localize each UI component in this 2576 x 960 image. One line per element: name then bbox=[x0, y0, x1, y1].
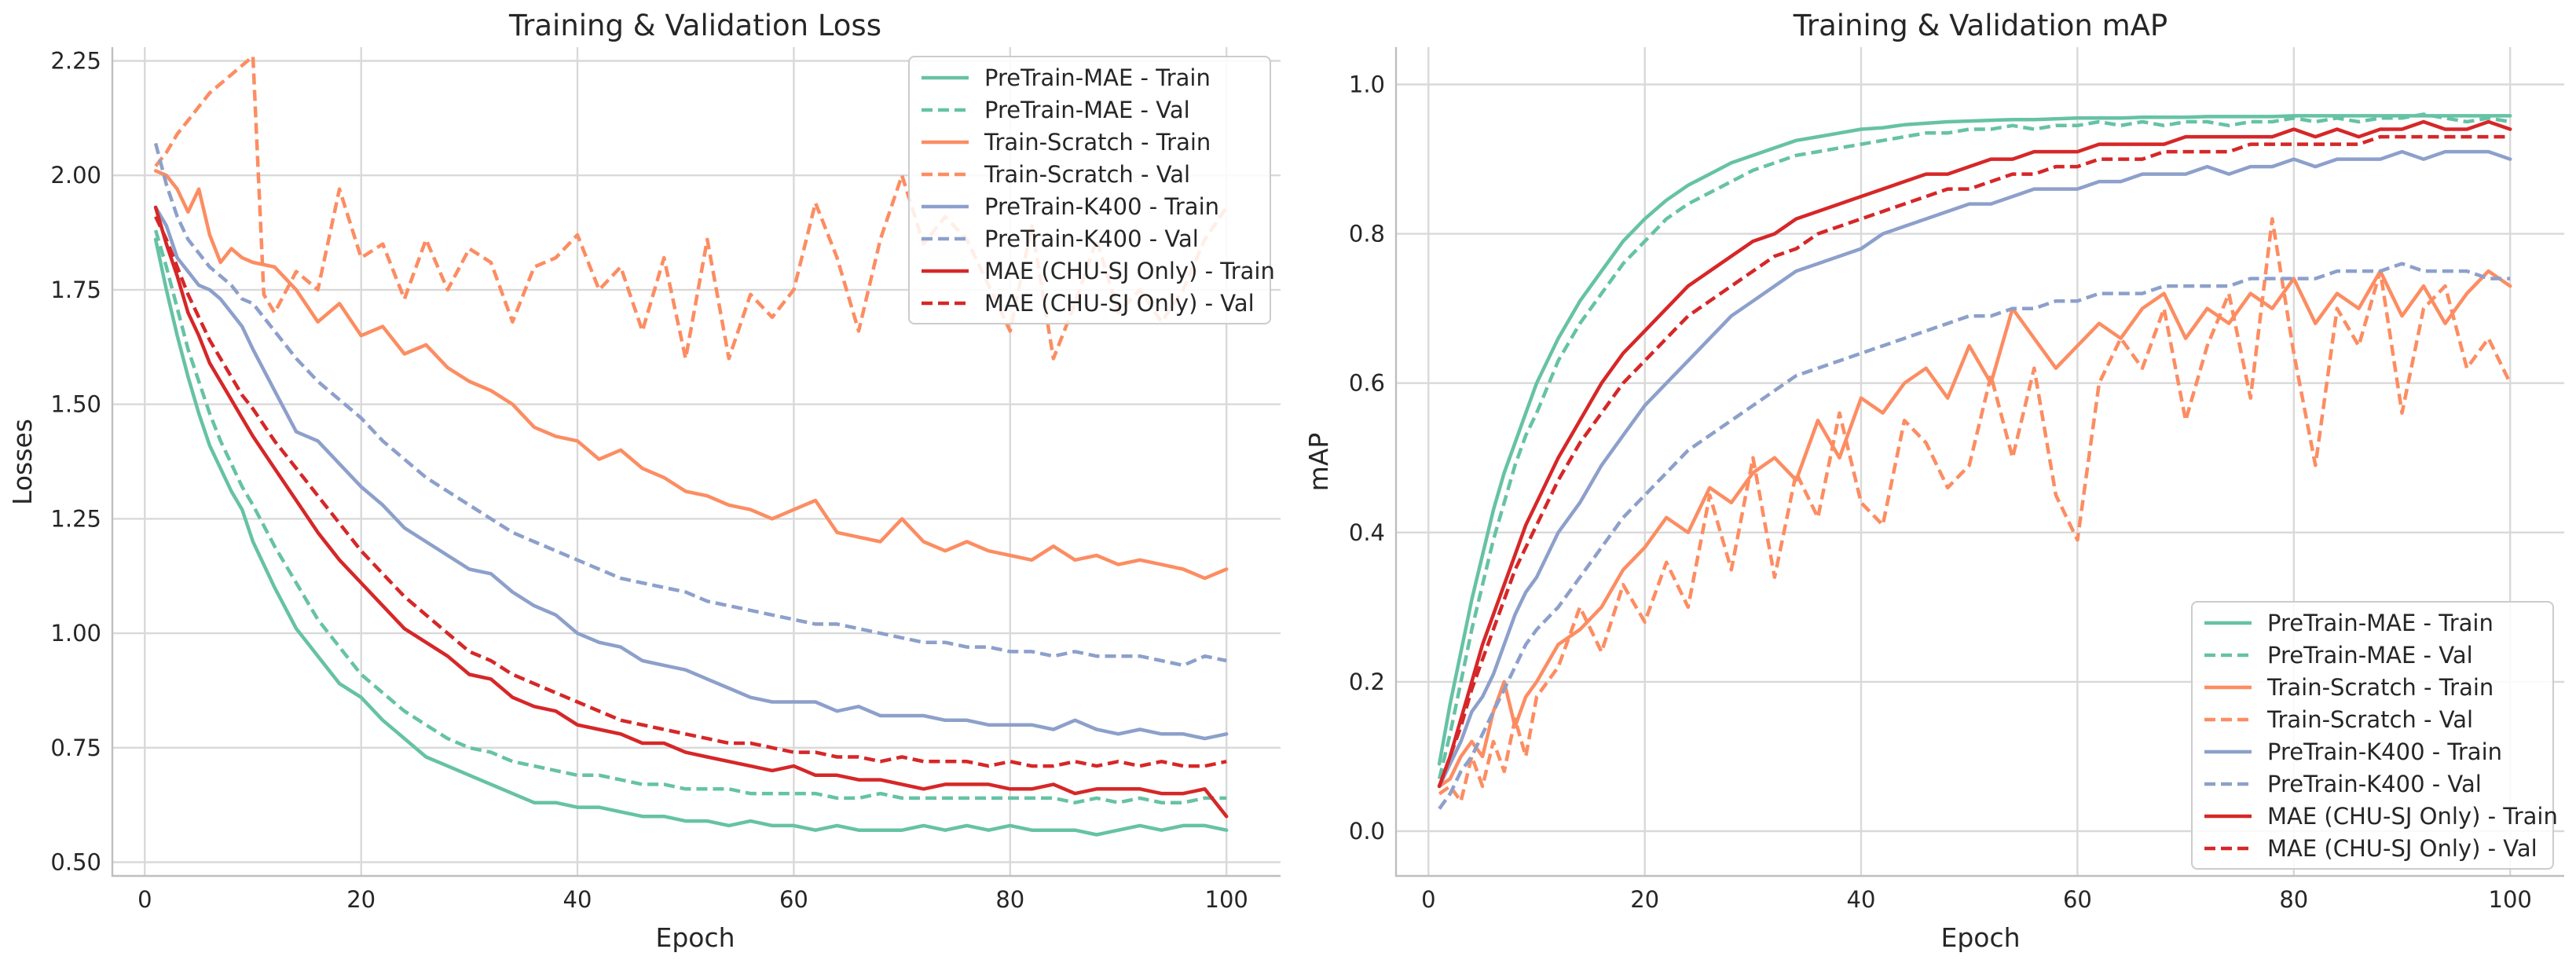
loss-series-group bbox=[153, 54, 1229, 837]
loss-y-tick-label: 1.50 bbox=[50, 391, 101, 418]
map-y-tick-label: 0.8 bbox=[1349, 221, 1385, 247]
map-x-tick-label: 0 bbox=[1421, 886, 1435, 913]
loss-y-tick-label: 0.75 bbox=[50, 735, 101, 761]
map-axes-spine bbox=[1394, 47, 2564, 878]
loss-series-mae-chu-sj-only-train bbox=[153, 205, 1229, 819]
loss-legend-label: Train-Scratch - Val bbox=[984, 161, 1190, 188]
map-legend: PreTrain-MAE - Train PreTrain-MAE - Val Tr… bbox=[2191, 601, 2558, 870]
loss-series-train-scratch-train bbox=[153, 169, 1229, 581]
loss-y-tick-label: 0.50 bbox=[50, 849, 101, 876]
loss-legend-frame bbox=[908, 56, 1271, 324]
loss-series-pretrain-mae-val bbox=[153, 229, 1227, 804]
loss-x-tick-label: 100 bbox=[1205, 886, 1248, 913]
loss-legend-label: PreTrain-K400 - Val bbox=[984, 225, 1199, 252]
loss-x-tick-label: 20 bbox=[346, 886, 376, 913]
map-y-tick-label: 0.2 bbox=[1349, 669, 1385, 695]
map-y-axis-label: mAP bbox=[1303, 433, 1334, 492]
map-y-tick-label: 0.6 bbox=[1349, 370, 1385, 397]
loss-x-tick-label: 60 bbox=[779, 886, 808, 913]
map-series-mae-chu-sj-only-train bbox=[1437, 119, 2512, 789]
loss-legend-label: MAE (CHU-SJ Only) - Val bbox=[984, 290, 1255, 317]
loss-series-mae-chu-sj-only-val bbox=[154, 215, 1227, 768]
loss-tick-labels: 0 20 40 60 80 100 0.50 0.75 1.00 1.25 1.50 1.75 2.00… bbox=[50, 48, 1248, 914]
map-legend-label: PreTrain-MAE - Val bbox=[2267, 642, 2473, 669]
loss-chart-title: Training & Validation Loss bbox=[508, 9, 881, 42]
map-series-pretrain-k400-val bbox=[1438, 262, 2511, 810]
map-x-tick-label: 20 bbox=[1630, 886, 1659, 913]
map-series-pretrain-mae-train bbox=[1437, 114, 2512, 766]
map-grid bbox=[1396, 47, 2564, 876]
loss-y-tick-label: 2.25 bbox=[50, 48, 101, 75]
map-x-tick-label: 80 bbox=[2279, 886, 2308, 913]
loss-legend-label: PreTrain-MAE - Val bbox=[984, 97, 1190, 123]
loss-chart: Training & Validation Loss 0 20 40 60 80 1000… bbox=[7, 9, 1281, 953]
loss-x-tick-label: 0 bbox=[137, 886, 152, 913]
loss-series-pretrain-k400-train bbox=[153, 205, 1229, 741]
map-chart: Training & Validation mAP 0 20 40 60 80 100 0.… bbox=[1303, 9, 2564, 953]
map-legend-label: PreTrain-K400 - Val bbox=[2267, 771, 2482, 797]
loss-axes-spine bbox=[111, 47, 1281, 878]
loss-y-axis-label: Losses bbox=[7, 419, 38, 505]
loss-legend-label: Train-Scratch - Train bbox=[984, 129, 1211, 156]
map-legend-label: Train-Scratch - Val bbox=[2266, 706, 2473, 733]
map-y-tick-label: 1.0 bbox=[1349, 71, 1385, 98]
loss-y-tick-label: 2.00 bbox=[50, 162, 101, 189]
loss-series-train-scratch-val bbox=[154, 54, 1229, 361]
loss-y-tick-label: 1.25 bbox=[50, 505, 101, 532]
loss-legend-label: MAE (CHU-SJ Only) - Train bbox=[984, 258, 1275, 284]
loss-x-axis-label: Epoch bbox=[655, 922, 735, 953]
map-x-tick-label: 60 bbox=[2063, 886, 2092, 913]
map-chart-title: Training & Validation mAP bbox=[1793, 9, 2168, 42]
loss-legend-label: PreTrain-MAE - Train bbox=[984, 64, 1211, 91]
map-legend-label: MAE (CHU-SJ Only) - Val bbox=[2267, 835, 2538, 862]
map-legend-label: PreTrain-K400 - Train bbox=[2267, 738, 2502, 765]
map-legend-label: Train-Scratch - Train bbox=[2266, 674, 2494, 701]
map-legend-frame bbox=[2191, 601, 2554, 870]
map-y-tick-label: 0.4 bbox=[1349, 519, 1385, 546]
map-series-pretrain-mae-val bbox=[1437, 112, 2511, 779]
loss-legend: PreTrain-MAE - Train PreTrain-MAE - Val Tr… bbox=[908, 56, 1275, 324]
map-series-train-scratch-train bbox=[1437, 269, 2512, 789]
loss-y-tick-label: 1.75 bbox=[50, 277, 101, 303]
loss-x-tick-label: 80 bbox=[995, 886, 1024, 913]
map-y-tick-label: 0.0 bbox=[1349, 818, 1385, 845]
map-legend-label: MAE (CHU-SJ Only) - Train bbox=[2267, 803, 2558, 830]
loss-y-tick-label: 1.00 bbox=[50, 620, 101, 647]
loss-series-pretrain-mae-train bbox=[153, 237, 1229, 837]
loss-x-tick-label: 40 bbox=[563, 886, 592, 913]
map-x-tick-label: 40 bbox=[1847, 886, 1876, 913]
map-series-pretrain-k400-train bbox=[1437, 149, 2512, 789]
map-series-group bbox=[1437, 112, 2512, 810]
map-x-tick-label: 100 bbox=[2489, 886, 2532, 913]
map-legend-label: PreTrain-MAE - Train bbox=[2267, 610, 2494, 636]
loss-legend-label: PreTrain-K400 - Train bbox=[984, 193, 1219, 220]
map-series-train-scratch-val bbox=[1438, 217, 2512, 804]
map-x-axis-label: Epoch bbox=[1940, 922, 2020, 953]
loss-series-pretrain-k400-val bbox=[153, 142, 1227, 668]
map-series-mae-chu-sj-only-val bbox=[1437, 134, 2511, 787]
map-tick-labels: 0 20 40 60 80 100 0.0 0.2 0.4 0.6 0.8 1.0 bbox=[1349, 71, 2532, 914]
